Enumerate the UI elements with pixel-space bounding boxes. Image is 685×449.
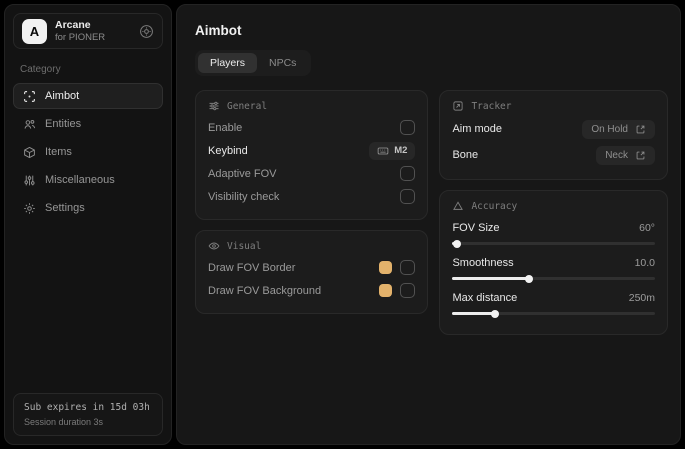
keybind-button[interactable]: M2	[369, 141, 416, 160]
smoothness-slider[interactable]	[452, 274, 655, 283]
keybind-label: Keybind	[208, 144, 248, 157]
keybind-value: M2	[394, 145, 408, 156]
enable-label: Enable	[208, 121, 243, 134]
max-distance-slider[interactable]	[452, 309, 655, 318]
general-section: General Enable Keybind	[195, 90, 429, 220]
tab-players[interactable]: Players	[198, 53, 258, 73]
gear-icon[interactable]	[139, 24, 154, 39]
sidebar-item-aimbot[interactable]: Aimbot	[13, 83, 163, 109]
sidebar-item-settings[interactable]: Settings	[13, 195, 163, 221]
max-distance-value: 250m	[628, 291, 655, 304]
general-section-title: General	[227, 100, 268, 112]
tracker-section: Tracker Aim mode On Hold	[439, 90, 668, 180]
page-title: Aimbot	[195, 23, 242, 38]
fov-size-label: FOV Size	[452, 221, 500, 234]
eye-icon	[208, 240, 220, 252]
bone-value: Neck	[605, 149, 628, 161]
app-titles: Arcane for PIONER	[55, 19, 131, 44]
general-sliders-icon	[208, 100, 220, 112]
subscription-info: Sub expires in 15d 03h Session duration …	[13, 393, 163, 436]
smoothness-label: Smoothness	[452, 256, 514, 269]
sidebar-item-miscellaneous[interactable]: Miscellaneous	[13, 167, 163, 193]
slider-thumb[interactable]	[452, 239, 461, 248]
draw-fov-background-label: Draw FOV Background	[208, 284, 322, 297]
expand-icon	[635, 150, 646, 161]
smoothness-value: 10.0	[634, 256, 655, 269]
slider-thumb[interactable]	[490, 309, 499, 318]
max-distance-row: Max distance 250m	[452, 288, 655, 318]
sidebar-item-entities[interactable]: Entities	[13, 111, 163, 137]
sidebar-item-label: Miscellaneous	[45, 174, 115, 186]
max-distance-label: Max distance	[452, 291, 518, 304]
visibility-check-checkbox[interactable]	[400, 189, 416, 204]
cube-icon	[23, 146, 36, 159]
aim-mode-select[interactable]: On Hold	[582, 119, 655, 139]
aim-mode-row: Aim mode On Hold	[452, 116, 655, 142]
draw-fov-background-checkbox[interactable]	[400, 283, 416, 298]
accuracy-section: Accuracy FOV Size 60° Smoothness	[439, 190, 668, 335]
sub-expires-text: Sub expires in 15d 03h	[24, 402, 150, 413]
app-header: A Arcane for PIONER	[13, 13, 163, 49]
fov-background-color-swatch[interactable]	[379, 284, 393, 297]
main-panel: Aimbot Players NPCs General	[176, 4, 681, 445]
tab-npcs[interactable]: NPCs	[269, 57, 297, 69]
session-duration-text: Session duration 3s	[24, 417, 104, 427]
fov-border-color-swatch[interactable]	[379, 261, 393, 274]
draw-fov-border-label: Draw FOV Border	[208, 261, 296, 274]
tab-bar: Players NPCs	[195, 50, 312, 76]
sidebar-item-items[interactable]: Items	[13, 139, 163, 165]
gear-icon	[23, 202, 36, 215]
draw-fov-background-row: Draw FOV Background	[208, 279, 416, 302]
crosshair-icon	[23, 90, 36, 103]
sidebar-item-label: Items	[45, 146, 72, 158]
slider-thumb[interactable]	[525, 274, 534, 283]
sliders-icon	[23, 174, 36, 187]
expand-icon	[635, 124, 646, 135]
enable-row: Enable	[208, 116, 416, 139]
adaptive-fov-row: Adaptive FOV	[208, 162, 416, 185]
sidebar-item-label: Aimbot	[45, 90, 80, 102]
category-label: Category	[20, 64, 61, 75]
accuracy-section-title: Accuracy	[471, 200, 518, 212]
keyboard-icon	[377, 145, 389, 157]
sidebar-item-label: Entities	[45, 118, 82, 130]
visual-section-title: Visual	[227, 240, 262, 252]
aim-mode-value: On Hold	[591, 123, 628, 135]
sidebar: A Arcane for PIONER Category Aimbot	[4, 4, 172, 445]
fov-size-row: FOV Size 60°	[452, 218, 655, 248]
draw-fov-border-row: Draw FOV Border	[208, 256, 416, 279]
adaptive-fov-label: Adaptive FOV	[208, 167, 277, 180]
bone-label: Bone	[452, 149, 479, 161]
app-title: Arcane	[55, 18, 91, 31]
visibility-check-row: Visibility check	[208, 185, 416, 208]
fov-size-slider[interactable]	[452, 239, 655, 248]
triangle-icon	[452, 200, 464, 212]
enable-checkbox[interactable]	[400, 120, 416, 135]
app-logo: A	[22, 18, 47, 44]
adaptive-fov-checkbox[interactable]	[400, 166, 416, 181]
entities-icon	[23, 118, 36, 131]
smoothness-row: Smoothness 10.0	[452, 253, 655, 283]
app-subtitle: for PIONER	[55, 31, 106, 43]
sidebar-item-label: Settings	[45, 202, 85, 214]
bone-row: Bone Neck	[452, 142, 655, 168]
visibility-check-label: Visibility check	[208, 190, 280, 203]
bone-select[interactable]: Neck	[596, 145, 655, 165]
focus-square-icon	[452, 100, 464, 112]
tracker-section-title: Tracker	[471, 100, 512, 112]
aim-mode-label: Aim mode	[452, 123, 502, 135]
keybind-row: Keybind M2	[208, 139, 416, 162]
draw-fov-border-checkbox[interactable]	[400, 260, 416, 275]
visual-section: Visual Draw FOV Border Draw FOV Backgrou…	[195, 230, 429, 314]
fov-size-value: 60°	[639, 221, 655, 234]
